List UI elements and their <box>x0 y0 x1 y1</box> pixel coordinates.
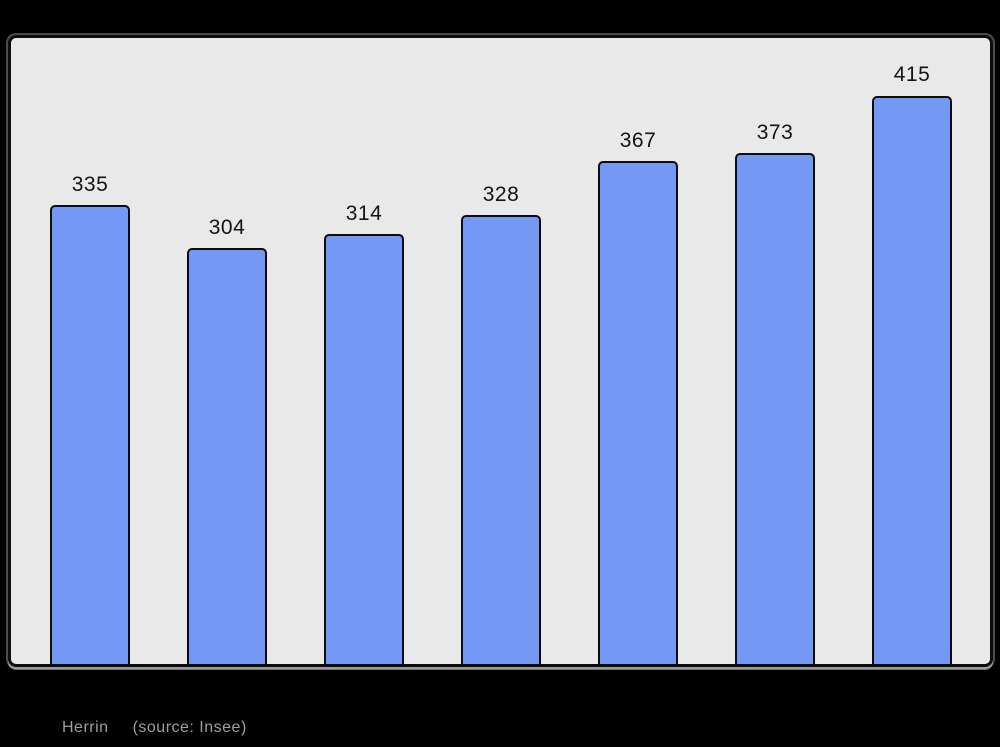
chart-frame: 335 304 314 328 367 373 <box>8 35 993 667</box>
bar <box>735 153 815 664</box>
bar <box>324 233 404 664</box>
bar-value-label: 415 <box>893 63 931 87</box>
bar-value-label: 304 <box>208 215 246 239</box>
bar-group: 304 <box>187 38 267 664</box>
bar-group: 367 <box>598 38 678 664</box>
bar-group: 335 <box>50 38 130 664</box>
bar-value-label: 314 <box>345 201 383 225</box>
bar-value-label: 367 <box>619 129 657 153</box>
bar-group: 415 <box>872 38 952 664</box>
bar-value-label: 328 <box>482 182 520 206</box>
caption-source: (source: Insee) <box>132 719 247 736</box>
bar-group: 373 <box>735 38 815 664</box>
bar <box>50 205 130 664</box>
bar-value-label: 373 <box>756 120 794 144</box>
caption-title: Herrin <box>62 719 109 736</box>
bar-value-label: 335 <box>71 173 109 197</box>
bar <box>461 214 541 664</box>
bar-group: 314 <box>324 38 404 664</box>
caption: Herrin (source: Insee) <box>62 719 247 737</box>
bar-group: 328 <box>461 38 541 664</box>
plot-area: 335 304 314 328 367 373 <box>11 38 990 664</box>
bar <box>598 161 678 664</box>
bar <box>872 95 952 664</box>
bar <box>187 247 267 664</box>
